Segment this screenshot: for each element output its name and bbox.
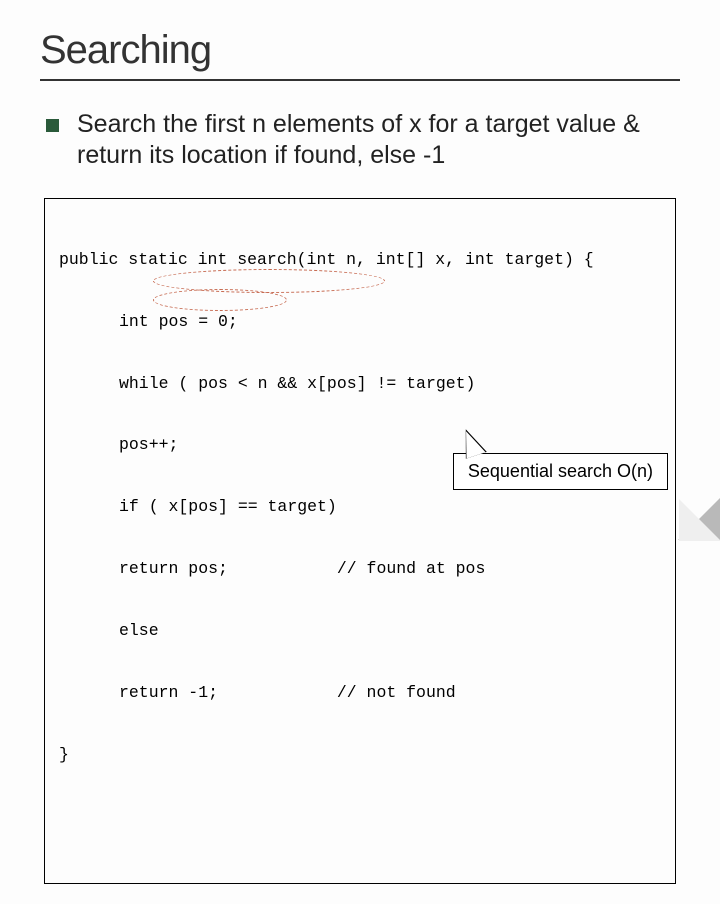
code-line: else [59,621,661,642]
bullet-text: Search the first n elements of x for a t… [77,109,680,172]
callout-label: Sequential search O(n) [453,453,668,490]
code-line: while ( pos < n && x[pos] != target) [59,374,661,395]
bullet-item: Search the first n elements of x for a t… [46,109,680,172]
code-line: if ( x[pos] == target) [59,497,661,518]
highlight-oval-icon [153,269,385,293]
bullet-icon [46,119,59,132]
slide: Searching Search the first n elements of… [0,0,720,904]
slide-title: Searching [40,28,680,81]
page-corner-icon [678,498,720,540]
highlight-oval-icon [153,289,287,311]
code-line: return pos; // found at pos [59,559,661,580]
code-line: int pos = 0; [59,312,661,333]
code-line: } [59,745,661,766]
code-line: return -1; // not found [59,683,661,704]
code-line: public static int search(int n, int[] x,… [59,250,661,271]
code-block: public static int search(int n, int[] x,… [44,198,676,884]
